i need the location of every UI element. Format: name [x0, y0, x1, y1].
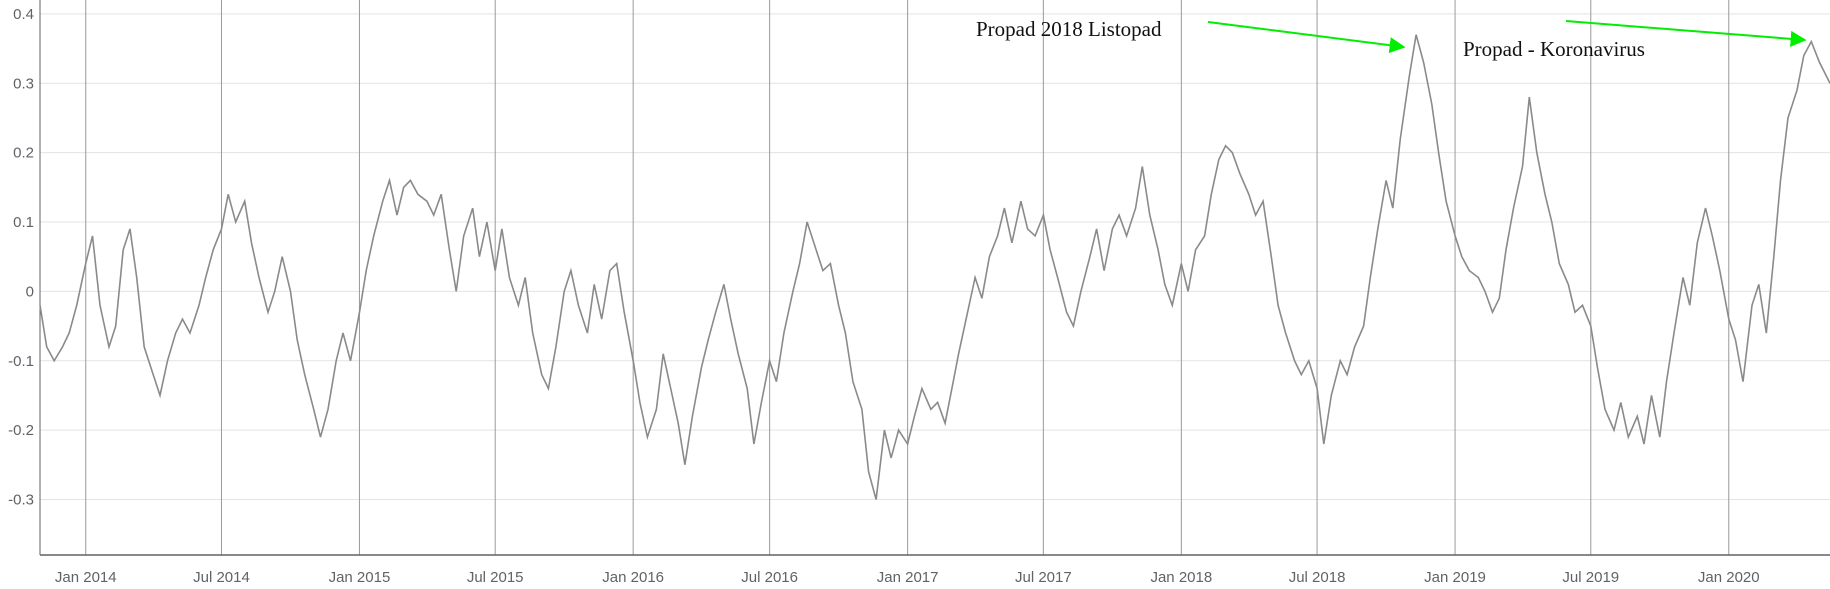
x-tick-label: Jul 2019 — [1562, 569, 1619, 586]
annotation-text: Propad - Koronavirus — [1463, 37, 1645, 61]
x-tick-label: Jan 2017 — [877, 569, 939, 586]
y-tick-label: -0.2 — [8, 422, 34, 439]
y-tick-label: 0 — [26, 283, 34, 300]
x-tick-label: Jan 2014 — [55, 569, 117, 586]
y-tick-label: 0.1 — [13, 214, 34, 231]
y-axis-tick-labels: 0.4 0.3 0.2 0.1 0 -0.1 -0.2 -0.3 — [8, 6, 34, 509]
annotation-koronavirus: Propad - Koronavirus — [1463, 20, 1807, 61]
y-tick-label: -0.1 — [8, 353, 34, 370]
annotation-text: Propad 2018 Listopad — [976, 17, 1162, 41]
data-line — [39, 34, 1830, 500]
x-tick-label: Jul 2018 — [1289, 569, 1346, 586]
x-tick-label: Jan 2016 — [602, 569, 664, 586]
x-tick-label: Jul 2014 — [193, 569, 250, 586]
horizontal-gridlines — [40, 13, 1830, 500]
annotation-arrow — [1207, 21, 1406, 54]
y-tick-label: 0.2 — [13, 145, 34, 162]
x-tick-label: Jul 2017 — [1015, 569, 1072, 586]
x-tick-label: Jul 2016 — [741, 569, 798, 586]
x-axis-tick-labels: Jan 2014 Jul 2014 Jan 2015 Jul 2015 Jan … — [55, 569, 1760, 586]
x-tick-label: Jan 2020 — [1698, 569, 1760, 586]
y-tick-label: 0.3 — [13, 75, 34, 92]
y-tick-label: 0.4 — [13, 6, 34, 23]
x-tick-label: Jan 2018 — [1150, 569, 1212, 586]
x-tick-label: Jan 2015 — [329, 569, 391, 586]
y-tick-label: -0.3 — [8, 492, 34, 509]
x-tick-label: Jan 2019 — [1424, 569, 1486, 586]
plot-area — [39, 0, 1830, 556]
annotation-arrow — [1565, 20, 1807, 47]
annotation-listopad: Propad 2018 Listopad — [976, 17, 1406, 54]
vertical-gridlines — [85, 0, 1730, 555]
x-tick-label: Jul 2015 — [467, 569, 524, 586]
